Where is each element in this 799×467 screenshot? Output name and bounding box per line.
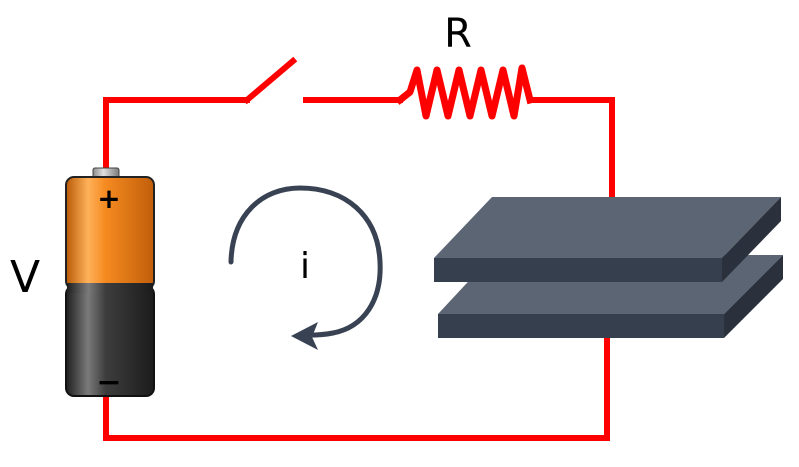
resistor-label: R xyxy=(444,11,472,57)
voltage-label: V xyxy=(10,252,40,303)
wire-capacitor-to-battery xyxy=(103,334,610,441)
wire-resistor-to-capacitor xyxy=(527,97,615,231)
current-arrow xyxy=(228,185,383,350)
switch-lever xyxy=(242,56,298,105)
battery-plus-sign: + xyxy=(97,182,120,215)
resistor-zigzag xyxy=(395,64,535,120)
capacitor-top-plate xyxy=(434,197,781,282)
wires xyxy=(103,56,615,441)
current-label: i xyxy=(300,246,310,287)
battery: + − xyxy=(65,167,155,400)
wire-battery-to-switch xyxy=(103,97,250,173)
current-arrow-head xyxy=(291,322,318,350)
battery-minus-sign: − xyxy=(96,365,121,400)
